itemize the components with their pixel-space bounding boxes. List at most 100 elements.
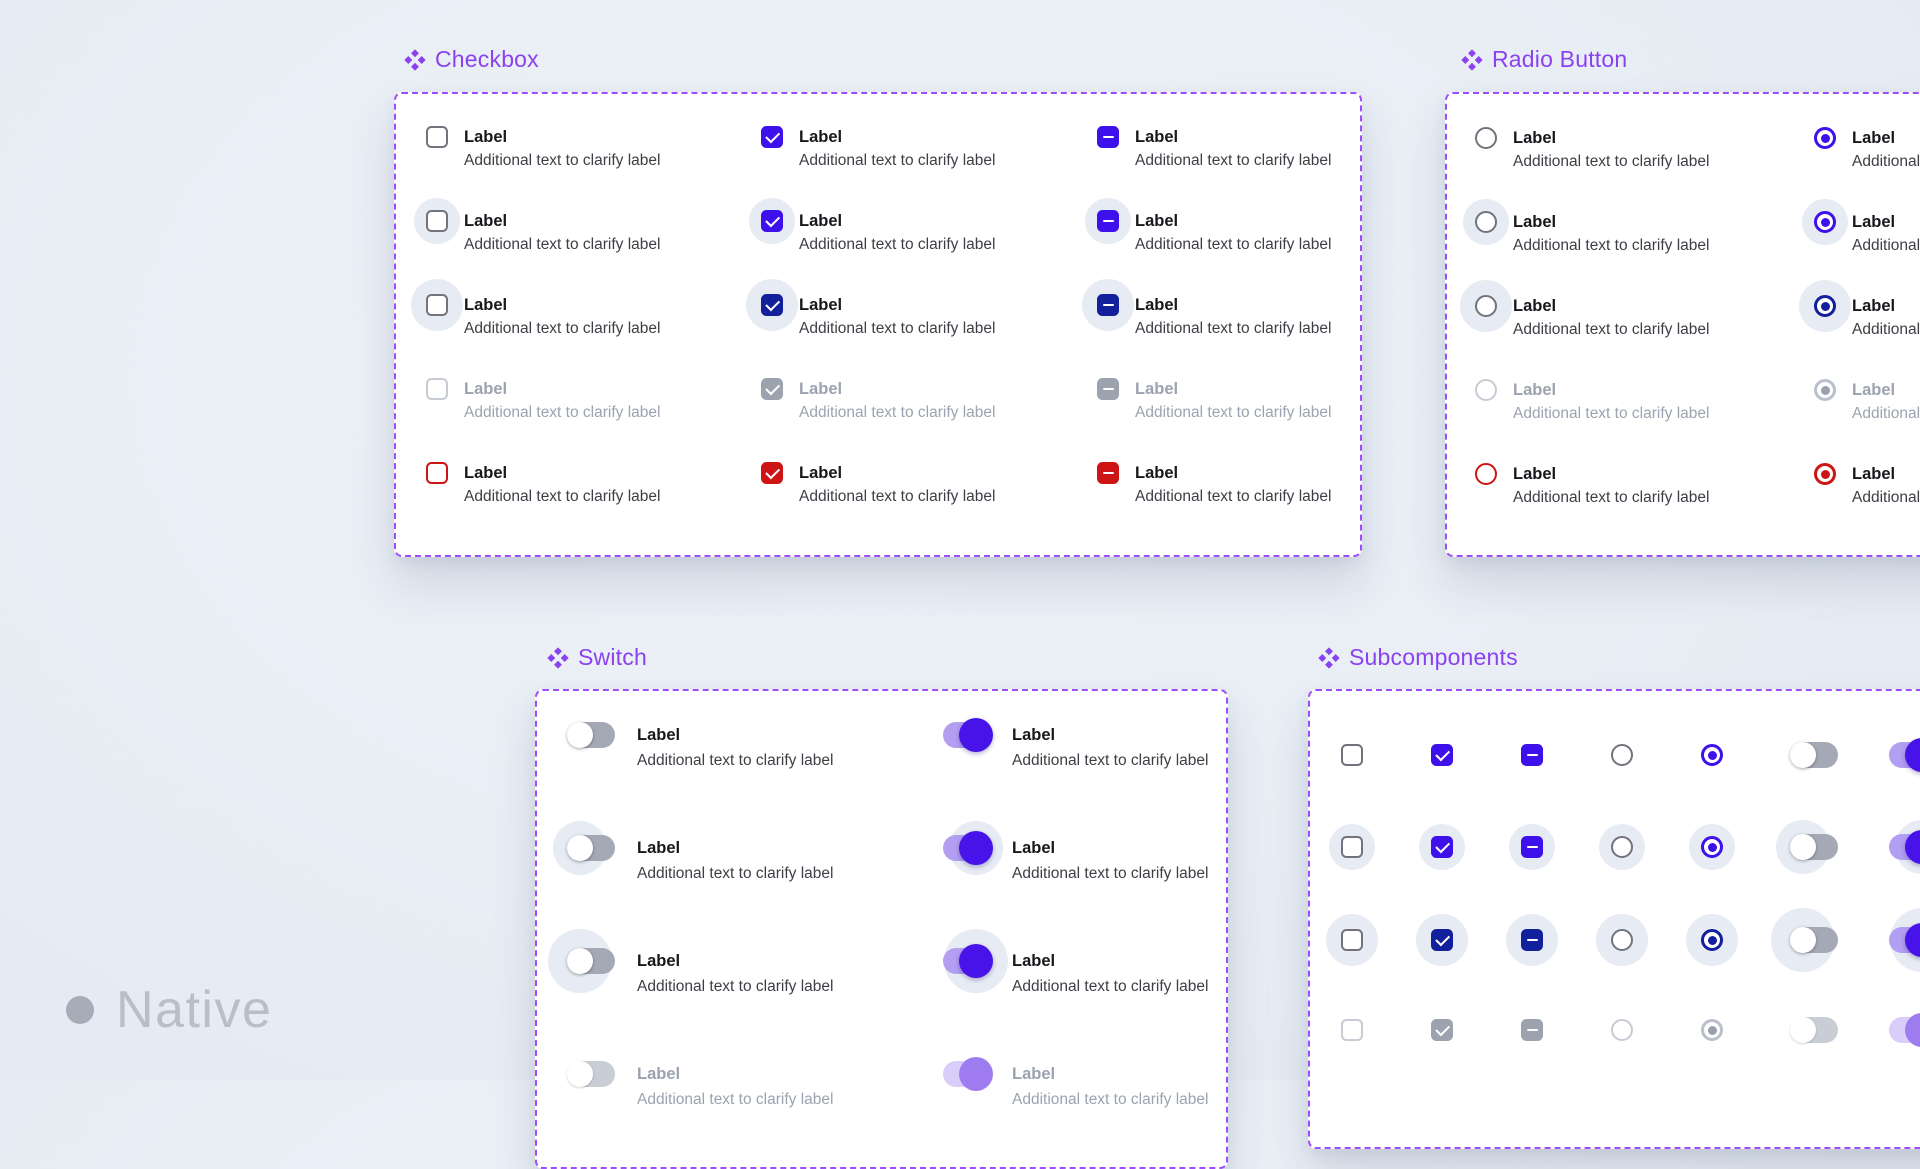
- radio-unselected-hover[interactable]: [1611, 836, 1633, 858]
- checkbox-checked-disabled[interactable]: [761, 378, 783, 400]
- subcomponents-card: [1308, 689, 1920, 1149]
- checkbox-indeterminate-disabled[interactable]: [1097, 378, 1119, 400]
- component-cell: [1521, 836, 1543, 858]
- checkbox-unchecked-pressed[interactable]: [1341, 929, 1363, 951]
- switch-off-pressed[interactable]: [568, 948, 615, 974]
- checkbox-checked-pressed[interactable]: [1431, 929, 1453, 951]
- switch-on-default[interactable]: [943, 722, 990, 748]
- switch-thumb: [959, 831, 993, 865]
- checkbox-unchecked-disabled[interactable]: [426, 378, 448, 400]
- checkbox-box: [1521, 1019, 1543, 1041]
- checkbox-indeterminate-disabled[interactable]: [1521, 1019, 1543, 1041]
- checkbox-box: [1431, 1019, 1453, 1041]
- item-description: Additional text to clarify label: [1012, 864, 1208, 884]
- switch-off-pressed[interactable]: [1791, 927, 1838, 953]
- radio-circle: [1701, 836, 1723, 858]
- item-label: Label: [1513, 211, 1709, 233]
- switch-thumb: [1790, 927, 1816, 953]
- item-description: Additional text to clarify label: [1012, 977, 1208, 997]
- checkbox-indeterminate-default[interactable]: [1521, 744, 1543, 766]
- radio-selected-default[interactable]: [1701, 744, 1723, 766]
- radio-selected-pressed[interactable]: [1701, 929, 1723, 951]
- switch-on-hover[interactable]: [943, 835, 990, 861]
- switch-on-pressed[interactable]: [943, 948, 990, 974]
- checkbox-indeterminate-hover[interactable]: [1521, 836, 1543, 858]
- item-label: Label: [1012, 835, 1208, 861]
- checkbox-indeterminate-hover[interactable]: [1097, 210, 1119, 232]
- radio-unselected-pressed[interactable]: [1475, 295, 1497, 317]
- radio-unselected-default[interactable]: [1611, 744, 1633, 766]
- radio-unselected-disabled[interactable]: [1611, 1019, 1633, 1041]
- checkbox-checked-default[interactable]: [1431, 744, 1453, 766]
- radio-circle: [1814, 211, 1836, 233]
- checkbox-box: [1097, 210, 1119, 232]
- switch-off-default[interactable]: [1791, 742, 1838, 768]
- checkbox-unchecked-pressed[interactable]: [426, 294, 448, 316]
- switch-off-disabled[interactable]: [568, 1061, 615, 1087]
- switch-off-hover[interactable]: [568, 835, 615, 861]
- switch-on-disabled[interactable]: [1889, 1017, 1920, 1043]
- checkbox-checked-hover[interactable]: [761, 210, 783, 232]
- switch-on-default[interactable]: [1889, 742, 1920, 768]
- checkbox-box: [426, 378, 448, 400]
- checkbox-indeterminate-error[interactable]: [1097, 462, 1119, 484]
- radio-selected-disabled[interactable]: [1701, 1019, 1723, 1041]
- radio-selected-disabled[interactable]: [1814, 379, 1836, 401]
- checkbox-box: [761, 462, 783, 484]
- checkbox-unchecked-hover[interactable]: [1341, 836, 1363, 858]
- radio-unselected-hover[interactable]: [1475, 211, 1497, 233]
- radio-selected-pressed[interactable]: [1814, 295, 1836, 317]
- switch-on-pressed[interactable]: [1889, 927, 1920, 953]
- checkbox-box: [426, 126, 448, 148]
- item-label: Label: [1852, 463, 1920, 485]
- radio-unselected-error[interactable]: [1475, 463, 1497, 485]
- checkbox-unchecked-hover[interactable]: [426, 210, 448, 232]
- radio-selected-hover[interactable]: [1701, 836, 1723, 858]
- item-description: Additional text to clarify label: [1852, 488, 1920, 508]
- checkbox-checked-disabled[interactable]: [1431, 1019, 1453, 1041]
- checkbox-box: [1097, 462, 1119, 484]
- checkbox-checked-pressed[interactable]: [761, 294, 783, 316]
- radio-selected-default[interactable]: [1814, 127, 1836, 149]
- checkbox-indeterminate-pressed[interactable]: [1521, 929, 1543, 951]
- checkbox-unchecked-error[interactable]: [426, 462, 448, 484]
- item-description: Additional text to clarify label: [637, 1090, 833, 1110]
- checkbox-unchecked-default[interactable]: [426, 126, 448, 148]
- component-cell: [1431, 744, 1453, 766]
- checkbox-indeterminate-pressed[interactable]: [1097, 294, 1119, 316]
- checkbox-unchecked-disabled[interactable]: [1341, 1019, 1363, 1041]
- item-description: Additional text to clarify label: [1135, 151, 1331, 171]
- radio-unselected-disabled[interactable]: [1475, 379, 1497, 401]
- checkbox-checked-error[interactable]: [761, 462, 783, 484]
- radio-selected-error[interactable]: [1814, 463, 1836, 485]
- checkbox-checked-default[interactable]: [761, 126, 783, 148]
- switch-off-disabled[interactable]: [1791, 1017, 1838, 1043]
- item-label: Label: [464, 210, 660, 232]
- radio-selected-hover[interactable]: [1814, 211, 1836, 233]
- checkbox-box: [1341, 1019, 1363, 1041]
- checkbox-checked-hover[interactable]: [1431, 836, 1453, 858]
- radio-circle: [1611, 1019, 1633, 1041]
- checkbox-indeterminate-default[interactable]: [1097, 126, 1119, 148]
- radio-unselected-default[interactable]: [1475, 127, 1497, 149]
- switch-off-hover[interactable]: [1791, 834, 1838, 860]
- checkbox-unchecked-default[interactable]: [1341, 744, 1363, 766]
- switch-off-default[interactable]: [568, 722, 615, 748]
- switch-on-disabled[interactable]: [943, 1061, 990, 1087]
- switch-on-hover[interactable]: [1889, 834, 1920, 860]
- radio-unselected-pressed[interactable]: [1611, 929, 1633, 951]
- switch-thumb: [567, 835, 593, 861]
